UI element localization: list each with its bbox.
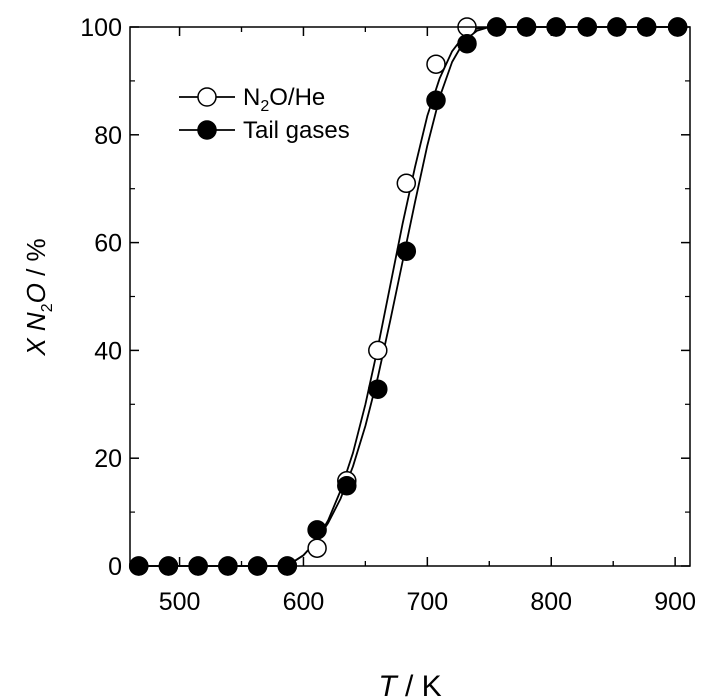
x-tick-label: 900 (654, 588, 696, 616)
x-axis-title: T / K (378, 670, 441, 700)
y-tick-label: 0 (108, 553, 122, 581)
y-tick-label: 20 (94, 445, 122, 473)
x-tick-label: 700 (406, 588, 448, 616)
y-tick-label: 80 (94, 122, 122, 150)
series-1-point (337, 475, 357, 496)
y-axis-title: X N2O / % (21, 238, 56, 356)
legend-marker (197, 120, 217, 140)
legend-label-main: N (243, 84, 260, 111)
tick-labels: 500 600 700 800 900 0 20 40 60 80 100 (80, 14, 696, 616)
y-tick-label: 40 (94, 337, 122, 365)
series-1-curve (138, 26, 678, 567)
x-tick-label: 800 (530, 588, 572, 616)
axes (129, 26, 691, 567)
x-axis-title-symbol: T (378, 670, 399, 700)
y-axis-title-unit: / % (21, 238, 51, 283)
x-tick-label: 500 (159, 588, 201, 616)
axis-titles: T / K X N2O / % (21, 238, 442, 700)
x-axis-title-unit: / K (397, 670, 442, 700)
series-0-curve (138, 26, 678, 567)
y-axis-title-species: N (21, 312, 51, 331)
y-axis-title-species-end: O (21, 283, 51, 303)
series-0-point (368, 340, 388, 361)
legend-label-suffix: O/He (269, 84, 325, 111)
y-tick-label: 60 (94, 230, 122, 258)
legend-label-main: Tail gases (243, 117, 350, 144)
plot-frame (129, 26, 691, 567)
series-1-point (307, 520, 327, 540)
y-tick-label: 100 (80, 14, 122, 42)
series-0-point (307, 538, 327, 558)
y-axis-title-symbol: X (21, 331, 51, 357)
series-1-point (368, 379, 388, 399)
y-axis-title-subscript: 2 (39, 303, 56, 312)
legend-marker (197, 87, 217, 107)
series-curves (138, 26, 678, 567)
legend-label: Tail gases (243, 117, 350, 144)
series-0-point (426, 54, 446, 74)
series-1-point (457, 33, 477, 54)
legend-label: N2O/He (243, 84, 325, 115)
series-0-point (396, 173, 417, 194)
legend-label-subscript: 2 (260, 98, 269, 115)
x-tick-label: 600 (283, 588, 325, 616)
series-1-point (426, 90, 446, 111)
series-1-point (396, 241, 417, 261)
